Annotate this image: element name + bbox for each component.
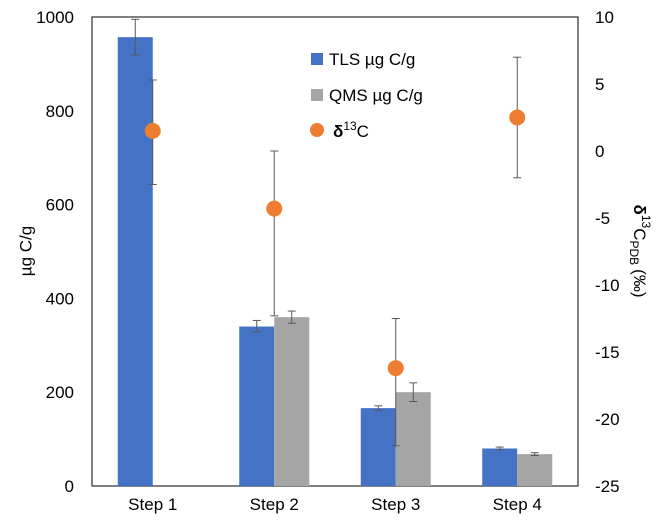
error-bar-qms-3 [409,382,418,403]
x-tick-label: Step 3 [371,495,420,514]
y2-tick-label: -15 [595,343,620,362]
error-bar-tls-1 [131,18,140,56]
legend-marker-d13c [310,123,324,137]
y-tick-label: 1000 [36,8,74,27]
bar-tls-2 [239,326,275,486]
y2-title-base: δ [630,205,649,215]
error-bar-qms-2 [287,310,296,324]
legend-swatch-tls [311,53,323,65]
bar-qms-4 [517,454,553,486]
y2-axis-title: δ13CPDB (‰) [627,205,653,298]
y2-tick-label: -5 [595,209,610,228]
point-d13c-1 [144,122,161,139]
y-tick-label: 0 [65,477,74,496]
points-layer [144,109,526,377]
y2-tick-label: -20 [595,410,620,429]
legend-label-qms: QMS µg C/g [329,86,423,105]
x-tick-label: Step 2 [250,495,299,514]
legend-label-tls: TLS µg C/g [329,50,415,69]
bars-layer [117,37,553,487]
error-bar-qms-4 [530,452,539,457]
error-bar-d13c-2 [270,150,279,317]
legend-d13c-sup: 13 [343,119,357,133]
legend: TLS µg C/g QMS µg C/g δ13C [310,50,423,141]
bar-tls-3 [360,408,396,486]
error-bars-layer [131,18,539,457]
y2-tick-label: 5 [595,75,604,94]
point-d13c-3 [387,360,404,377]
y-axis-left: 0 200 400 600 800 1000 [36,8,74,496]
y2-tick-label: 0 [595,142,604,161]
y-axis-title: µg C/g [16,226,35,276]
legend-d13c-base: δ [333,122,343,141]
y2-title-sup: 13 [639,215,653,229]
x-tick-label: Step 1 [128,495,177,514]
point-d13c-2 [266,200,283,217]
y-tick-label: 600 [46,196,74,215]
x-axis: Step 1 Step 2 Step 3 Step 4 [128,495,542,514]
y2-tick-label: 10 [595,8,614,27]
y-tick-label: 400 [46,289,74,308]
y-axis-right: -25 -20 -15 -10 -5 0 5 10 [595,8,620,496]
y2-title-c: C [630,228,649,240]
legend-d13c-rest: C [357,122,369,141]
legend-swatch-qms [311,89,323,101]
bar-qms-2 [274,317,310,486]
y-tick-label: 800 [46,102,74,121]
y-tick-label: 200 [46,383,74,402]
x-tick-label: Step 4 [493,495,542,514]
y2-title-sub: PDB [627,240,641,265]
bar-tls-4 [482,448,518,486]
error-bar-d13c-3 [391,318,400,447]
error-bar-tls-3 [374,405,383,411]
bar-tls-1 [117,37,153,487]
error-bar-tls-2 [252,319,261,333]
y2-tick-label: -10 [595,276,620,295]
legend-label-d13c: δ13C [333,119,369,141]
error-bar-tls-4 [495,446,504,451]
bar-qms-3 [395,392,431,486]
y2-tick-label: -25 [595,477,620,496]
y2-title-unit: (‰) [630,269,649,297]
plot-frame [91,16,579,487]
point-d13c-4 [509,109,526,126]
